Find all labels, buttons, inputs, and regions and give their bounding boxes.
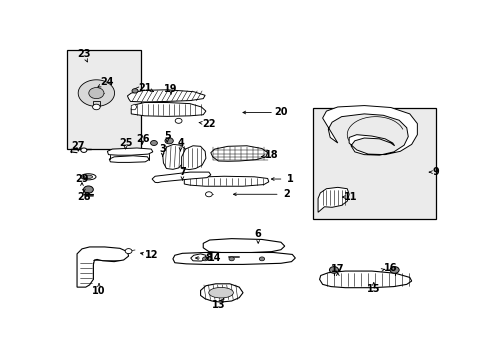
- Polygon shape: [173, 252, 295, 264]
- Polygon shape: [200, 284, 243, 302]
- Text: 4: 4: [177, 138, 183, 148]
- Text: 15: 15: [366, 284, 380, 293]
- Text: 14: 14: [207, 253, 221, 263]
- Text: 3: 3: [159, 144, 166, 153]
- Circle shape: [175, 118, 182, 123]
- Circle shape: [83, 186, 93, 193]
- Polygon shape: [109, 156, 149, 162]
- Polygon shape: [127, 90, 205, 102]
- Text: 5: 5: [163, 131, 170, 141]
- Circle shape: [125, 249, 132, 253]
- Polygon shape: [92, 102, 100, 107]
- Text: 22: 22: [202, 118, 215, 129]
- Text: 16: 16: [383, 263, 397, 273]
- Text: 12: 12: [145, 250, 159, 260]
- Ellipse shape: [84, 175, 92, 179]
- Text: 21: 21: [138, 82, 152, 93]
- Polygon shape: [78, 80, 114, 107]
- Circle shape: [150, 140, 157, 145]
- Text: 13: 13: [211, 300, 224, 310]
- Text: 11: 11: [344, 192, 357, 202]
- Text: 7: 7: [179, 167, 185, 177]
- Ellipse shape: [81, 174, 96, 180]
- Circle shape: [228, 257, 234, 261]
- Text: 26: 26: [136, 134, 149, 144]
- Text: 29: 29: [75, 174, 88, 184]
- Circle shape: [329, 267, 338, 273]
- Bar: [312, 108, 435, 219]
- Polygon shape: [210, 146, 267, 161]
- Polygon shape: [131, 103, 205, 116]
- Polygon shape: [152, 172, 210, 183]
- Text: 25: 25: [119, 138, 132, 148]
- Polygon shape: [190, 254, 205, 261]
- Text: 20: 20: [274, 108, 287, 117]
- Text: 18: 18: [264, 150, 278, 161]
- Circle shape: [164, 138, 173, 144]
- Text: 8: 8: [205, 253, 212, 263]
- Ellipse shape: [208, 287, 233, 298]
- Circle shape: [389, 267, 398, 273]
- Polygon shape: [77, 247, 128, 287]
- Text: 17: 17: [330, 264, 344, 274]
- Circle shape: [132, 89, 138, 93]
- Text: 27: 27: [71, 141, 85, 151]
- Polygon shape: [322, 105, 416, 155]
- Polygon shape: [181, 146, 205, 170]
- Polygon shape: [317, 187, 348, 212]
- Circle shape: [92, 104, 100, 110]
- Bar: [67, 50, 141, 149]
- Polygon shape: [107, 148, 153, 155]
- Text: 1: 1: [286, 174, 293, 184]
- Text: 6: 6: [254, 229, 261, 239]
- Polygon shape: [184, 176, 268, 186]
- Polygon shape: [131, 104, 137, 110]
- Text: 2: 2: [283, 189, 289, 199]
- Text: 23: 23: [77, 49, 90, 59]
- Polygon shape: [163, 144, 186, 169]
- Circle shape: [202, 257, 207, 261]
- Text: 28: 28: [77, 192, 90, 202]
- Circle shape: [205, 192, 212, 197]
- Text: 19: 19: [164, 84, 178, 94]
- Circle shape: [81, 148, 87, 152]
- Circle shape: [259, 257, 264, 261]
- Polygon shape: [319, 271, 411, 288]
- Text: 10: 10: [92, 286, 105, 296]
- Text: 9: 9: [432, 167, 439, 177]
- Circle shape: [89, 87, 104, 99]
- Polygon shape: [203, 239, 284, 253]
- Text: 24: 24: [100, 77, 113, 87]
